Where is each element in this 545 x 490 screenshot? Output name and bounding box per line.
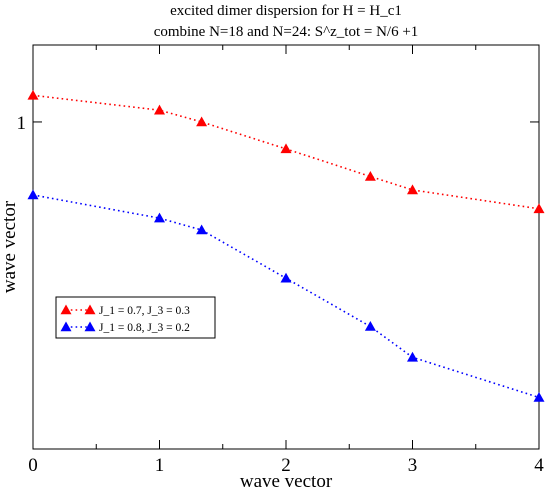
data-point — [196, 116, 208, 127]
data-point — [407, 184, 418, 195]
data-point — [364, 321, 376, 331]
x-tick-label: 0 — [28, 455, 38, 476]
legend-marker — [60, 321, 72, 332]
data-point — [27, 189, 39, 200]
data-point — [27, 89, 39, 100]
data-point — [196, 224, 208, 235]
data-point — [533, 203, 545, 214]
data-point — [533, 391, 545, 402]
data-point — [154, 104, 165, 115]
data-point — [407, 351, 418, 362]
legend: J_1 = 0.7, J_3 = 0.3 J_1 = 0.8, J_3 = 0.2 — [55, 296, 216, 339]
x-tick-label: 4 — [534, 455, 544, 476]
y-tick-label: 1 — [17, 113, 27, 134]
legend-marker — [84, 321, 96, 332]
legend-marker — [60, 304, 72, 315]
x-tick-label: 1 — [155, 455, 165, 476]
data-point — [364, 170, 376, 181]
data-point — [280, 143, 292, 154]
series-lines — [32, 94, 540, 399]
legend-label: J_1 = 0.8, J_3 = 0.2 — [99, 322, 190, 334]
tick-layer: 0 1 2 3 4 1 — [17, 45, 544, 476]
x-tick-label: 2 — [281, 455, 291, 476]
chart-subtitle: combine N=18 and N=24: S^z_tot = N/6 +1 — [154, 24, 419, 40]
legend-marker — [84, 304, 96, 315]
legend-box — [55, 296, 216, 339]
series-line-2 — [32, 194, 540, 399]
y-axis-label: wave vector — [0, 200, 20, 293]
x-tick-label: 3 — [408, 455, 418, 476]
data-point — [154, 212, 165, 223]
plot-frame — [32, 44, 540, 450]
series-markers — [27, 89, 545, 402]
legend-label: J_1 = 0.7, J_3 = 0.3 — [99, 305, 190, 317]
x-axis-label: wave vector — [240, 471, 333, 490]
chart-title: excited dimer dispersion for H = H_c1 — [170, 3, 402, 19]
data-point — [280, 272, 292, 283]
